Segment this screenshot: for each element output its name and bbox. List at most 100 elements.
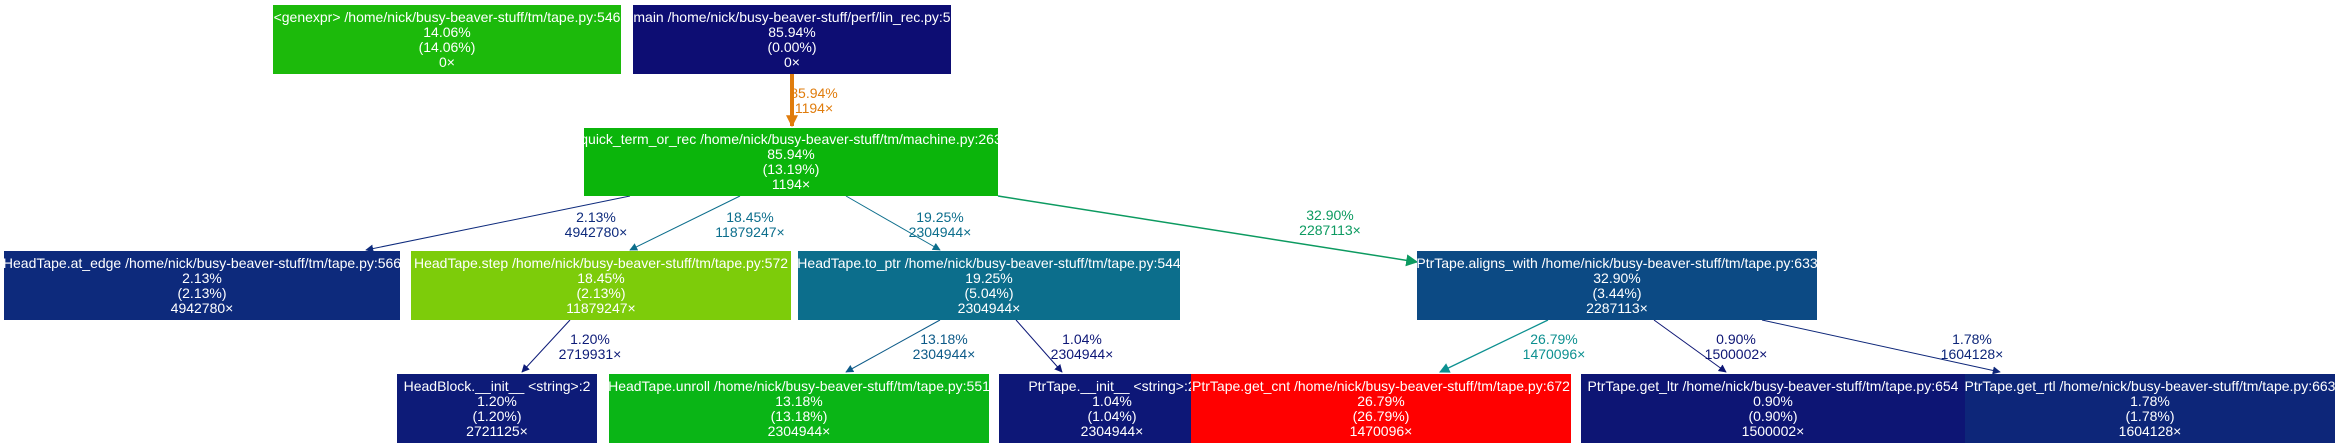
node-quick-term[interactable]: quick_term_or_rec /home/nick/busy-beaver… [580, 128, 1002, 196]
node-line: (0.00%) [767, 38, 817, 55]
edge-label-line: 0.90% [1716, 331, 1756, 347]
node-line: (26.79%) [1352, 407, 1410, 424]
edge-label-line: 1500002× [1704, 346, 1768, 362]
edge-label: 85.94% 1194× [764, 86, 864, 116]
edge-label-line: 2304944× [912, 346, 976, 362]
node-line: 13.18% [775, 392, 823, 409]
edge-label-line: 2304944× [908, 224, 972, 240]
node-line: 14.06% [423, 23, 471, 40]
edge-step-to-headblock [521, 319, 571, 373]
node-line: (2.13%) [576, 284, 626, 301]
node-unroll[interactable]: HeadTape.unroll /home/nick/busy-beaver-s… [608, 374, 990, 443]
node-aligns-with[interactable]: PtrTape.aligns_with /home/nick/busy-beav… [1416, 251, 1818, 320]
node-line: 2.13% [182, 269, 222, 286]
node-line: PtrTape.get_ltr /home/nick/busy-beaver-s… [1587, 377, 1959, 394]
edge-label-line: 1194× [794, 100, 834, 116]
node-headblock[interactable]: HeadBlock.__init__ <string>:2 1.20% (1.20%… [397, 374, 597, 443]
node-line: 85.94% [768, 23, 816, 40]
node-line: 4942780× [170, 299, 234, 316]
node-line: (13.18%) [770, 407, 828, 424]
edge-aligns-with-to-get-cnt [1439, 319, 1549, 373]
node-line: HeadTape.to_ptr /home/nick/busy-beaver-s… [797, 254, 1181, 271]
node-line: 2287113× [1586, 299, 1648, 316]
edge-label: 1.78% 1604128× [1922, 332, 2022, 362]
node-line: 1470096× [1349, 422, 1413, 439]
edge-label: 1.04% 2304944× [1032, 332, 1132, 362]
node-line: PtrTape.get_cnt /home/nick/busy-beaver-s… [1192, 377, 1570, 394]
node-line: (0.90%) [1748, 407, 1798, 424]
edge-aligns-with-to-get-ltr [1653, 319, 1727, 373]
edge-label: 1.20% 2719931× [540, 332, 640, 362]
edge-label-line: 19.25% [916, 209, 964, 225]
edge-label-line: 85.94% [790, 85, 838, 101]
node-get-cnt[interactable]: PtrTape.get_cnt /home/nick/busy-beaver-s… [1191, 374, 1571, 443]
node-line: 26.79% [1357, 392, 1405, 409]
edge-label-line: 1.78% [1952, 331, 1992, 347]
edge-label: 26.79% 1470096× [1504, 332, 1604, 362]
node-step[interactable]: HeadTape.step /home/nick/busy-beaver-stu… [411, 251, 791, 320]
node-genexpr[interactable]: <genexpr> /home/nick/busy-beaver-stuff/t… [273, 5, 621, 74]
edge-quick-term-to-at-edge [365, 195, 631, 253]
node-line: (13.19%) [762, 161, 820, 177]
node-line: 1500002× [1741, 422, 1805, 439]
node-at-edge[interactable]: HeadTape.at_edge /home/nick/busy-beaver-… [2, 251, 402, 320]
edge-label-line: 1604128× [1940, 346, 2004, 362]
edge-label: 18.45% 11879247× [700, 210, 800, 240]
node-line: (2.13%) [177, 284, 227, 301]
node-ptrtape-init[interactable]: PtrTape.__init__ <string>:2 1.04% (1.04%) 2… [999, 374, 1225, 443]
node-line: <genexpr> /home/nick/busy-beaver-stuff/t… [273, 8, 621, 25]
node-line: 0.90% [1753, 392, 1793, 409]
edge-quick-term-to-step [629, 195, 741, 251]
edge-label-line: 11879247× [715, 224, 785, 240]
edge-aligns-with-to-get-rtl [1761, 319, 2001, 375]
edge-quick-term-to-to-ptr [845, 195, 941, 251]
edge-label: 0.90% 1500002× [1686, 332, 1786, 362]
edge-label: 32.90% 2287113× [1280, 208, 1380, 238]
node-line: 2304944× [957, 299, 1021, 316]
node-line: 0× [784, 53, 800, 70]
edge-label: 13.18% 2304944× [894, 332, 994, 362]
edge-label-line: 2719931× [558, 346, 622, 362]
node-line: 1.78% [2130, 392, 2170, 409]
edge-label-line: 18.45% [726, 209, 774, 225]
node-to-ptr[interactable]: HeadTape.to_ptr /home/nick/busy-beaver-s… [797, 251, 1181, 320]
edge-to-ptr-to-ptrtape-init [1015, 319, 1063, 373]
edge-label-line: 26.79% [1530, 331, 1578, 347]
node-line: PtrTape.__init__ <string>:2 [1028, 377, 1196, 394]
node-line: 1.04% [1092, 392, 1132, 409]
node-line: 85.94% [767, 146, 815, 162]
node-line: PtrTape.get_rtl /home/nick/busy-beaver-s… [1964, 377, 2336, 394]
edge-label-line: 13.18% [920, 331, 968, 347]
node-line: 32.90% [1593, 269, 1641, 286]
node-line: main /home/nick/busy-beaver-stuff/perf/l… [633, 8, 951, 25]
node-line: HeadTape.step /home/nick/busy-beaver-stu… [413, 254, 789, 271]
node-get-rtl[interactable]: PtrTape.get_rtl /home/nick/busy-beaver-s… [1965, 374, 2335, 443]
node-line: HeadTape.at_edge /home/nick/busy-beaver-… [2, 254, 402, 271]
edge-label: 19.25% 2304944× [890, 210, 990, 240]
edge-quick-term-to-aligns-with [997, 195, 1419, 267]
edge-label-line: 2304944× [1050, 346, 1114, 362]
node-line: (1.20%) [472, 407, 522, 424]
edge-label-line: 4942780× [564, 224, 628, 240]
node-get-ltr[interactable]: PtrTape.get_ltr /home/nick/busy-beaver-s… [1581, 374, 1965, 443]
node-main[interactable]: main /home/nick/busy-beaver-stuff/perf/l… [633, 5, 951, 74]
node-line: 19.25% [965, 269, 1013, 286]
node-line: (1.04%) [1087, 407, 1137, 424]
edge-label-line: 1.20% [570, 331, 610, 347]
node-line: 2304944× [1080, 422, 1144, 439]
node-line: HeadTape.unroll /home/nick/busy-beaver-s… [608, 377, 990, 394]
edge-label: 2.13% 4942780× [546, 210, 646, 240]
edge-label-line: 1470096× [1522, 346, 1586, 362]
node-line: (1.78%) [2125, 407, 2175, 424]
node-line: 1604128× [2118, 422, 2182, 439]
node-line: HeadBlock.__init__ <string>:2 [403, 377, 591, 394]
edge-label-line: 2287113× [1299, 222, 1361, 238]
node-line: (3.44%) [1592, 284, 1642, 301]
node-line: 0× [439, 53, 455, 70]
node-line: (5.04%) [964, 284, 1014, 301]
node-line: (14.06%) [418, 38, 476, 55]
node-line: PtrTape.aligns_with /home/nick/busy-beav… [1416, 254, 1818, 271]
edge-to-ptr-to-unroll [845, 319, 941, 373]
